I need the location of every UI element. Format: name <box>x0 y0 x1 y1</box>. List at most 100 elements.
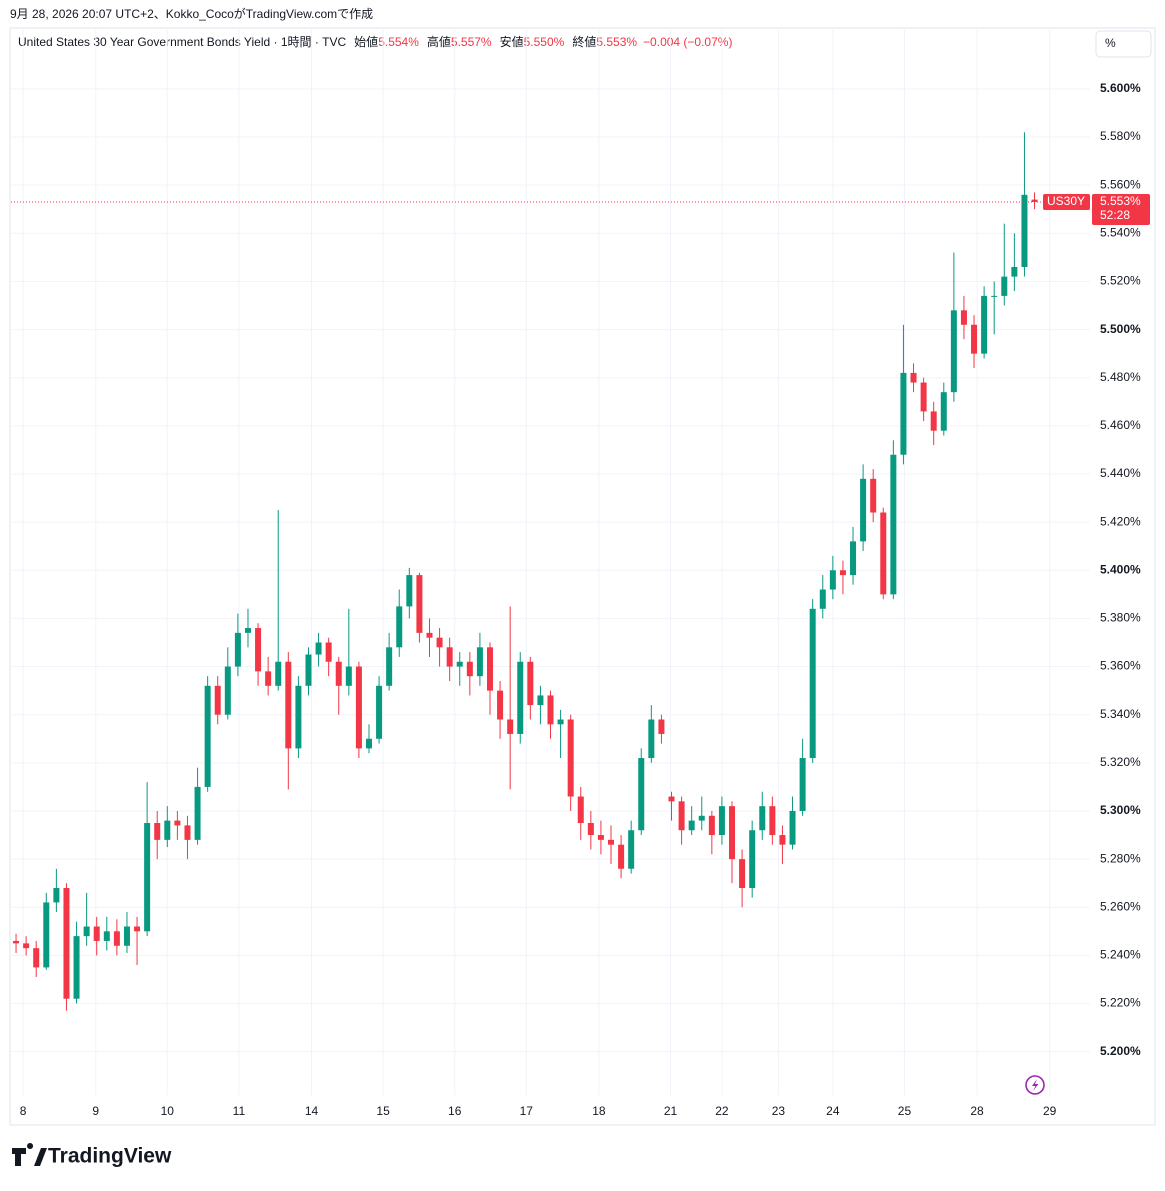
y-tick-label: 5.240% <box>1100 948 1141 962</box>
candle-body <box>900 372 907 455</box>
candle-body <box>184 825 191 840</box>
y-tick-label: 5.320% <box>1100 755 1141 769</box>
candle-body <box>678 801 685 831</box>
candle-body <box>971 324 978 354</box>
x-tick-label: 24 <box>826 1104 840 1118</box>
candle-body <box>779 835 786 845</box>
candle-body <box>416 575 423 633</box>
candle-body <box>537 695 544 706</box>
candle-body <box>376 685 383 739</box>
candle-body <box>426 632 433 638</box>
candle-body <box>103 931 110 941</box>
x-tick-label: 25 <box>898 1104 912 1118</box>
candle-body <box>608 839 615 845</box>
price-tag <box>1092 194 1150 226</box>
candle-body <box>305 654 312 686</box>
y-tick-label: 5.440% <box>1100 466 1141 480</box>
x-tick-label: 22 <box>715 1104 729 1118</box>
candle-body <box>43 902 50 968</box>
candle-body <box>295 685 302 749</box>
candle-body <box>850 541 857 576</box>
candle-body <box>144 823 151 932</box>
header: 9月 28, 2026 20:07 UTC+2、Kokko_CocoがTradi… <box>10 6 373 21</box>
candle-body <box>63 888 70 999</box>
candle-body <box>597 835 604 840</box>
candle-body <box>729 806 736 860</box>
y-tick-label: 5.360% <box>1100 659 1141 673</box>
candle-body <box>214 685 221 715</box>
candle-body <box>507 719 514 734</box>
candle-body <box>1031 199 1038 203</box>
candle-body <box>345 666 352 686</box>
candle-body <box>799 758 806 811</box>
candle-body <box>950 310 957 393</box>
candle-body <box>547 695 554 725</box>
candle-body <box>890 454 897 595</box>
candle-body <box>527 661 534 706</box>
logo-icon <box>12 1143 47 1166</box>
y-tick-label: 5.280% <box>1100 851 1141 865</box>
candle-body <box>174 820 181 826</box>
candle-body <box>436 637 443 648</box>
y-tick-label: 5.260% <box>1100 899 1141 913</box>
legend-change: −0.004 (−0.07%) <box>643 35 732 49</box>
candle-body <box>789 810 796 845</box>
unit-button-label[interactable]: % <box>1105 36 1116 50</box>
x-tick-label: 15 <box>376 1104 390 1118</box>
candle-body <box>486 647 493 691</box>
candle-body <box>587 823 594 836</box>
candle-body <box>315 642 322 655</box>
candle-body <box>154 823 161 840</box>
legend: United States 30 Year Government Bonds Y… <box>18 34 732 49</box>
candle-body <box>960 310 967 325</box>
grid <box>11 30 1090 1095</box>
candle-body <box>285 661 292 749</box>
candle-body <box>13 940 20 944</box>
candle-body <box>466 661 473 677</box>
candle-body <box>244 628 251 633</box>
y-tick-label: 5.220% <box>1100 996 1141 1010</box>
symbol-tag <box>1043 194 1090 211</box>
y-tick-label: 5.520% <box>1100 274 1141 288</box>
candle-body <box>567 719 574 797</box>
legend-value: 5.554% <box>378 35 419 49</box>
legend-label: 終値 <box>572 34 596 49</box>
logo-text: TradingView <box>48 1145 172 1168</box>
logo: TradingView <box>12 1143 172 1168</box>
candle-body <box>618 844 625 869</box>
x-tick-label: 17 <box>520 1104 534 1118</box>
y-tick-label: 5.460% <box>1100 418 1141 432</box>
candle-body <box>123 926 130 946</box>
candle-body <box>335 661 342 686</box>
candle-body <box>1001 276 1008 296</box>
y-tick-label: 5.200% <box>1100 1044 1141 1058</box>
candle-body <box>456 661 463 667</box>
y-tick-label: 5.540% <box>1100 225 1141 239</box>
candle-body <box>688 820 695 831</box>
y-tick-label: 5.500% <box>1100 322 1141 336</box>
y-tick-label: 5.380% <box>1100 611 1141 625</box>
x-tick-label: 14 <box>305 1104 319 1118</box>
candle-body <box>860 478 867 542</box>
candle-body <box>204 685 211 787</box>
legend-label: 始値 <box>354 34 378 49</box>
lightning-icon[interactable] <box>1025 1075 1045 1095</box>
candle-body <box>83 926 90 937</box>
x-tick-label: 10 <box>161 1104 175 1118</box>
candle-body <box>93 926 100 941</box>
candle-body <box>476 647 483 677</box>
x-tick-label: 11 <box>233 1104 246 1118</box>
candle-body <box>819 589 826 609</box>
y-tick-label: 5.300% <box>1100 803 1141 817</box>
candle-body <box>829 570 836 590</box>
candle-body <box>365 738 372 749</box>
unit-button[interactable] <box>1095 30 1152 58</box>
price-tag-value: 5.553% <box>1100 194 1141 208</box>
candle-body <box>839 570 846 576</box>
candle-body <box>33 948 40 968</box>
candle-body <box>648 719 655 759</box>
candle-body <box>194 786 201 840</box>
y-tick-label: 5.600% <box>1100 81 1141 95</box>
candle-body <box>557 719 564 725</box>
